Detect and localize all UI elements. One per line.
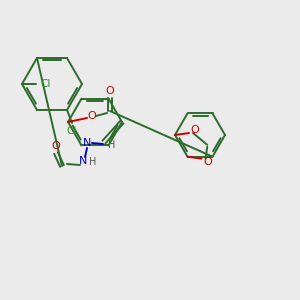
Text: H: H xyxy=(89,157,97,167)
Text: O: O xyxy=(203,157,212,167)
Text: O: O xyxy=(190,125,200,135)
Text: Cl: Cl xyxy=(67,126,77,136)
Text: N: N xyxy=(83,138,91,148)
Text: O: O xyxy=(106,86,114,96)
Text: Cl: Cl xyxy=(41,79,51,89)
Text: O: O xyxy=(52,141,60,151)
Text: O: O xyxy=(88,111,96,121)
Text: H: H xyxy=(108,140,116,150)
Text: N: N xyxy=(79,156,87,166)
